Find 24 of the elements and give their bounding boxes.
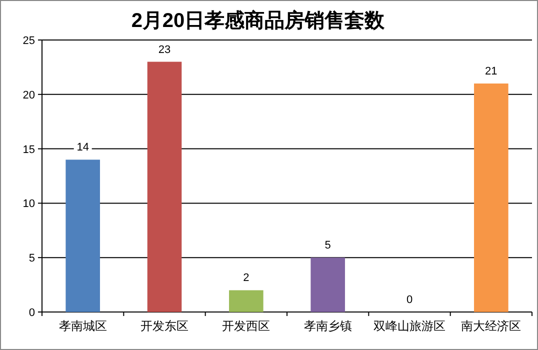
bar bbox=[147, 62, 182, 312]
y-tick-label: 25 bbox=[22, 35, 35, 47]
bar bbox=[66, 160, 100, 312]
bar bbox=[310, 258, 345, 312]
x-tick-label: 开发西区 bbox=[222, 319, 270, 333]
x-tick-label: 孝南城区 bbox=[58, 319, 107, 333]
y-tick-label: 10 bbox=[22, 198, 35, 210]
data-label: 23 bbox=[158, 44, 171, 56]
x-tick-label: 南大经济区 bbox=[461, 319, 522, 333]
x-tick-label: 开发东区 bbox=[140, 319, 188, 333]
y-tick-label: 5 bbox=[28, 252, 35, 265]
y-tick-label: 0 bbox=[28, 307, 35, 319]
data-label: 0 bbox=[406, 294, 413, 306]
bar bbox=[229, 290, 264, 312]
chart-title: 2月20日孝感商品房销售套数 bbox=[131, 9, 386, 32]
data-label: 2 bbox=[243, 272, 250, 284]
x-tick-label: 孝南乡镇 bbox=[304, 319, 352, 333]
y-tick-label: 15 bbox=[22, 144, 35, 156]
data-label: 5 bbox=[324, 240, 331, 252]
data-label: 14 bbox=[76, 142, 89, 154]
x-tick-label: 双峰山旅游区 bbox=[374, 319, 446, 333]
data-label: 21 bbox=[485, 66, 498, 78]
y-tick-label: 20 bbox=[22, 89, 35, 102]
bar bbox=[474, 84, 508, 312]
